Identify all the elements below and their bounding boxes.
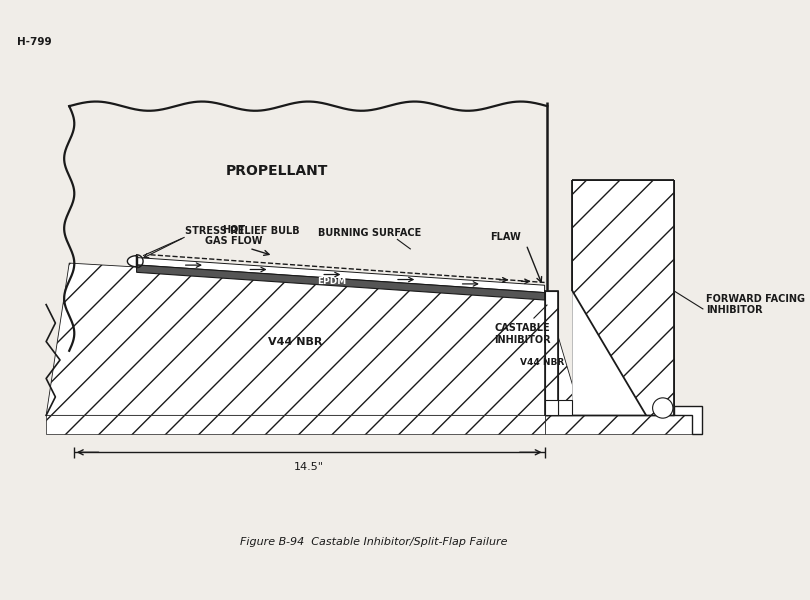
Text: CASTABLE
INHIBITOR: CASTABLE INHIBITOR: [494, 323, 551, 345]
Polygon shape: [46, 415, 544, 434]
Polygon shape: [544, 400, 557, 415]
Text: HOT
GAS FLOW: HOT GAS FLOW: [205, 224, 262, 246]
Text: FLAW: FLAW: [491, 232, 521, 242]
Polygon shape: [557, 400, 573, 415]
Polygon shape: [573, 180, 674, 415]
Text: V44 NBR: V44 NBR: [268, 337, 322, 347]
Circle shape: [653, 398, 673, 418]
Text: H-799: H-799: [17, 37, 51, 47]
Polygon shape: [544, 291, 557, 415]
Text: FORWARD FACING
INHIBITOR: FORWARD FACING INHIBITOR: [706, 294, 805, 316]
Polygon shape: [544, 406, 701, 434]
Polygon shape: [46, 263, 582, 415]
Text: Figure B-94  Castable Inhibitor/Split-Flap Failure: Figure B-94 Castable Inhibitor/Split-Fla…: [240, 537, 508, 547]
Polygon shape: [127, 256, 137, 267]
Polygon shape: [137, 265, 544, 300]
Text: EPDM: EPDM: [317, 277, 346, 286]
Polygon shape: [573, 180, 646, 415]
Text: PROPELLANT: PROPELLANT: [226, 164, 328, 178]
Text: 14.5": 14.5": [294, 461, 324, 472]
Polygon shape: [137, 257, 544, 293]
Polygon shape: [544, 415, 701, 434]
Text: STRESS RELIEF BULB: STRESS RELIEF BULB: [185, 226, 299, 236]
Text: V44 NBR: V44 NBR: [520, 358, 564, 367]
Text: BURNING SURFACE: BURNING SURFACE: [318, 227, 421, 238]
